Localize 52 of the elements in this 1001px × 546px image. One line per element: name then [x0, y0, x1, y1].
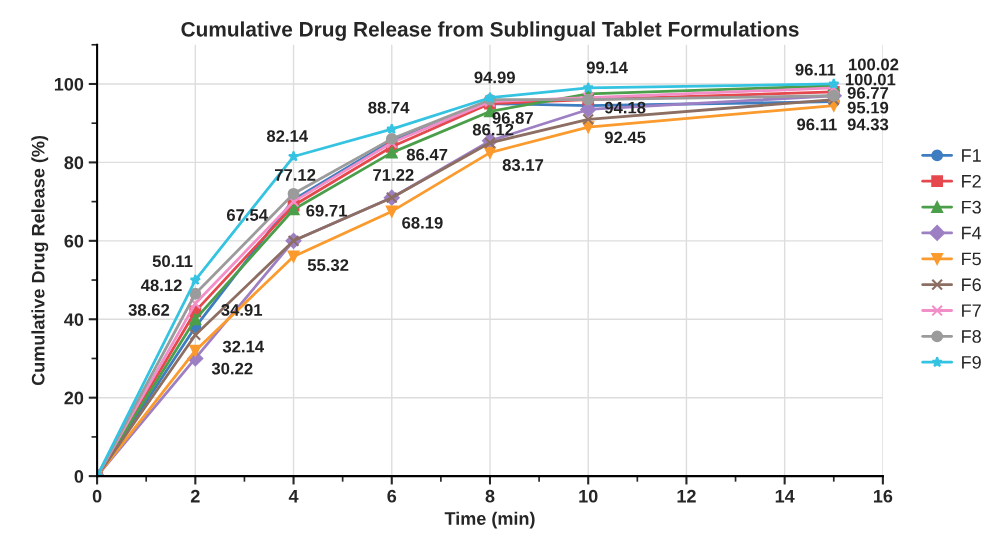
x-tick-label: 10	[579, 489, 598, 503]
annotation: 83.17	[502, 159, 544, 171]
annotation: 68.19	[402, 216, 443, 229]
legend-label: F1	[962, 149, 981, 162]
legend-label: F9	[962, 355, 981, 369]
annotation: 86.12	[472, 123, 514, 136]
x-tick-label: 14	[775, 489, 795, 503]
x-tick-label: 0	[92, 489, 102, 503]
x-tick-label: 12	[677, 489, 696, 503]
y-tick-label: 100	[54, 77, 84, 91]
annotation: 86.47	[406, 148, 448, 161]
legend-label: F6	[962, 278, 981, 292]
x-axis-title: Time (min)	[444, 511, 535, 529]
y-tick-label: 80	[64, 156, 84, 170]
annotation: 50.11	[152, 255, 193, 268]
legend-label: F7	[962, 304, 981, 317]
legend-label: F2	[962, 174, 981, 188]
annotation: 69.71	[306, 204, 347, 217]
annotation: 71.22	[373, 169, 414, 181]
annotation: 92.45	[604, 131, 646, 144]
x-tick-label: 2	[190, 489, 200, 503]
y-tick-label: 40	[64, 313, 84, 326]
annotation: 100.02	[849, 58, 899, 71]
legend-label: F8	[962, 330, 981, 343]
y-tick-label: 20	[64, 391, 84, 405]
annotation: 55.32	[307, 259, 349, 271]
x-tick-label: 6	[387, 489, 397, 503]
y-axis-title: Cumulative Drug Release (%)	[31, 135, 49, 386]
annotation: 94.33	[847, 118, 889, 131]
annotation: 99.14	[586, 61, 628, 74]
annotation: 88.74	[368, 101, 410, 114]
legend-label: F5	[962, 252, 981, 266]
annotation: 48.12	[140, 279, 182, 292]
legend-label: F4	[962, 226, 982, 240]
y-tick-label: 60	[64, 234, 84, 248]
annotation: 32.14	[222, 340, 265, 353]
x-tick-label: 4	[288, 489, 299, 503]
x-tick-label: 16	[873, 489, 893, 503]
annotation: 95.19	[847, 101, 889, 114]
legend-label: F3	[962, 200, 981, 214]
annotation: 96.11	[795, 63, 836, 76]
annotation: 96.77	[847, 87, 889, 99]
annotation: 100.01	[845, 73, 896, 86]
annotation: 30.22	[211, 362, 253, 375]
y-tick-label: 0	[74, 470, 84, 483]
annotation: 96.11	[797, 118, 837, 131]
annotation: 82.14	[266, 130, 309, 142]
x-tick-label: 8	[485, 489, 495, 503]
annotation: 94.99	[474, 71, 515, 84]
annotation: 96.87	[492, 112, 533, 124]
annotation: 38.62	[128, 304, 170, 316]
chart-title: Cumulative Drug Release from Sublingual Tablet Formulations	[181, 21, 799, 41]
